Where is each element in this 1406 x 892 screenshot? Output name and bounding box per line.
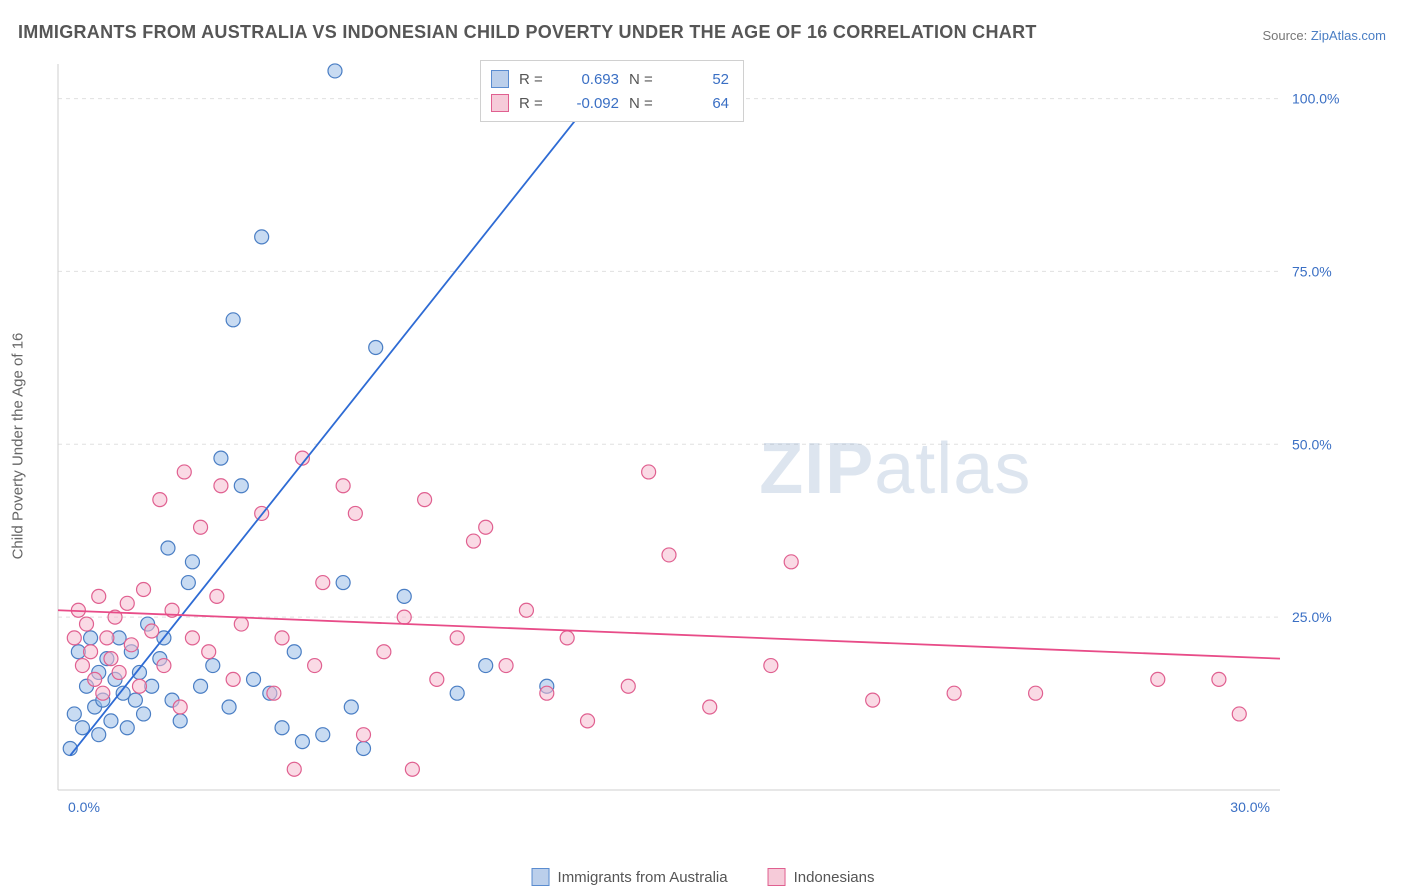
swatch-pink — [491, 94, 509, 112]
n-label: N = — [629, 95, 659, 112]
r-value: -0.092 — [559, 95, 619, 112]
legend-item: Immigrants from Australia — [532, 868, 728, 886]
r-label: R = — [519, 71, 549, 88]
swatch-blue — [532, 868, 550, 886]
svg-text:50.0%: 50.0% — [1292, 436, 1332, 452]
stats-row: R = -0.092 N = 64 — [491, 91, 729, 115]
bottom-legend: Immigrants from Australia Indonesians — [532, 868, 875, 886]
svg-text:100.0%: 100.0% — [1292, 91, 1339, 107]
source-attribution: Source: ZipAtlas.com — [1262, 28, 1386, 43]
n-value: 64 — [669, 95, 729, 112]
svg-text:0.0%: 0.0% — [68, 799, 100, 815]
legend-label: Indonesians — [794, 869, 875, 886]
chart-title: IMMIGRANTS FROM AUSTRALIA VS INDONESIAN … — [18, 22, 1037, 43]
swatch-pink — [768, 868, 786, 886]
source-prefix: Source: — [1262, 28, 1310, 43]
source-link[interactable]: ZipAtlas.com — [1311, 28, 1386, 43]
scatter-plot: 25.0% 50.0% 75.0% 100.0% 0.0% 30.0% — [50, 60, 1350, 830]
legend-item: Indonesians — [768, 868, 875, 886]
y-axis-label: Child Poverty Under the Age of 16 — [10, 333, 27, 560]
stats-legend-box: R = 0.693 N = 52 R = -0.092 N = 64 — [480, 60, 744, 122]
r-value: 0.693 — [559, 71, 619, 88]
stats-row: R = 0.693 N = 52 — [491, 67, 729, 91]
legend-label: Immigrants from Australia — [558, 869, 728, 886]
n-label: N = — [629, 71, 659, 88]
svg-text:30.0%: 30.0% — [1230, 799, 1270, 815]
svg-text:75.0%: 75.0% — [1292, 263, 1332, 279]
swatch-blue — [491, 70, 509, 88]
svg-text:25.0%: 25.0% — [1292, 609, 1332, 625]
r-label: R = — [519, 95, 549, 112]
n-value: 52 — [669, 71, 729, 88]
chart-area: 25.0% 50.0% 75.0% 100.0% 0.0% 30.0% — [50, 60, 1350, 830]
